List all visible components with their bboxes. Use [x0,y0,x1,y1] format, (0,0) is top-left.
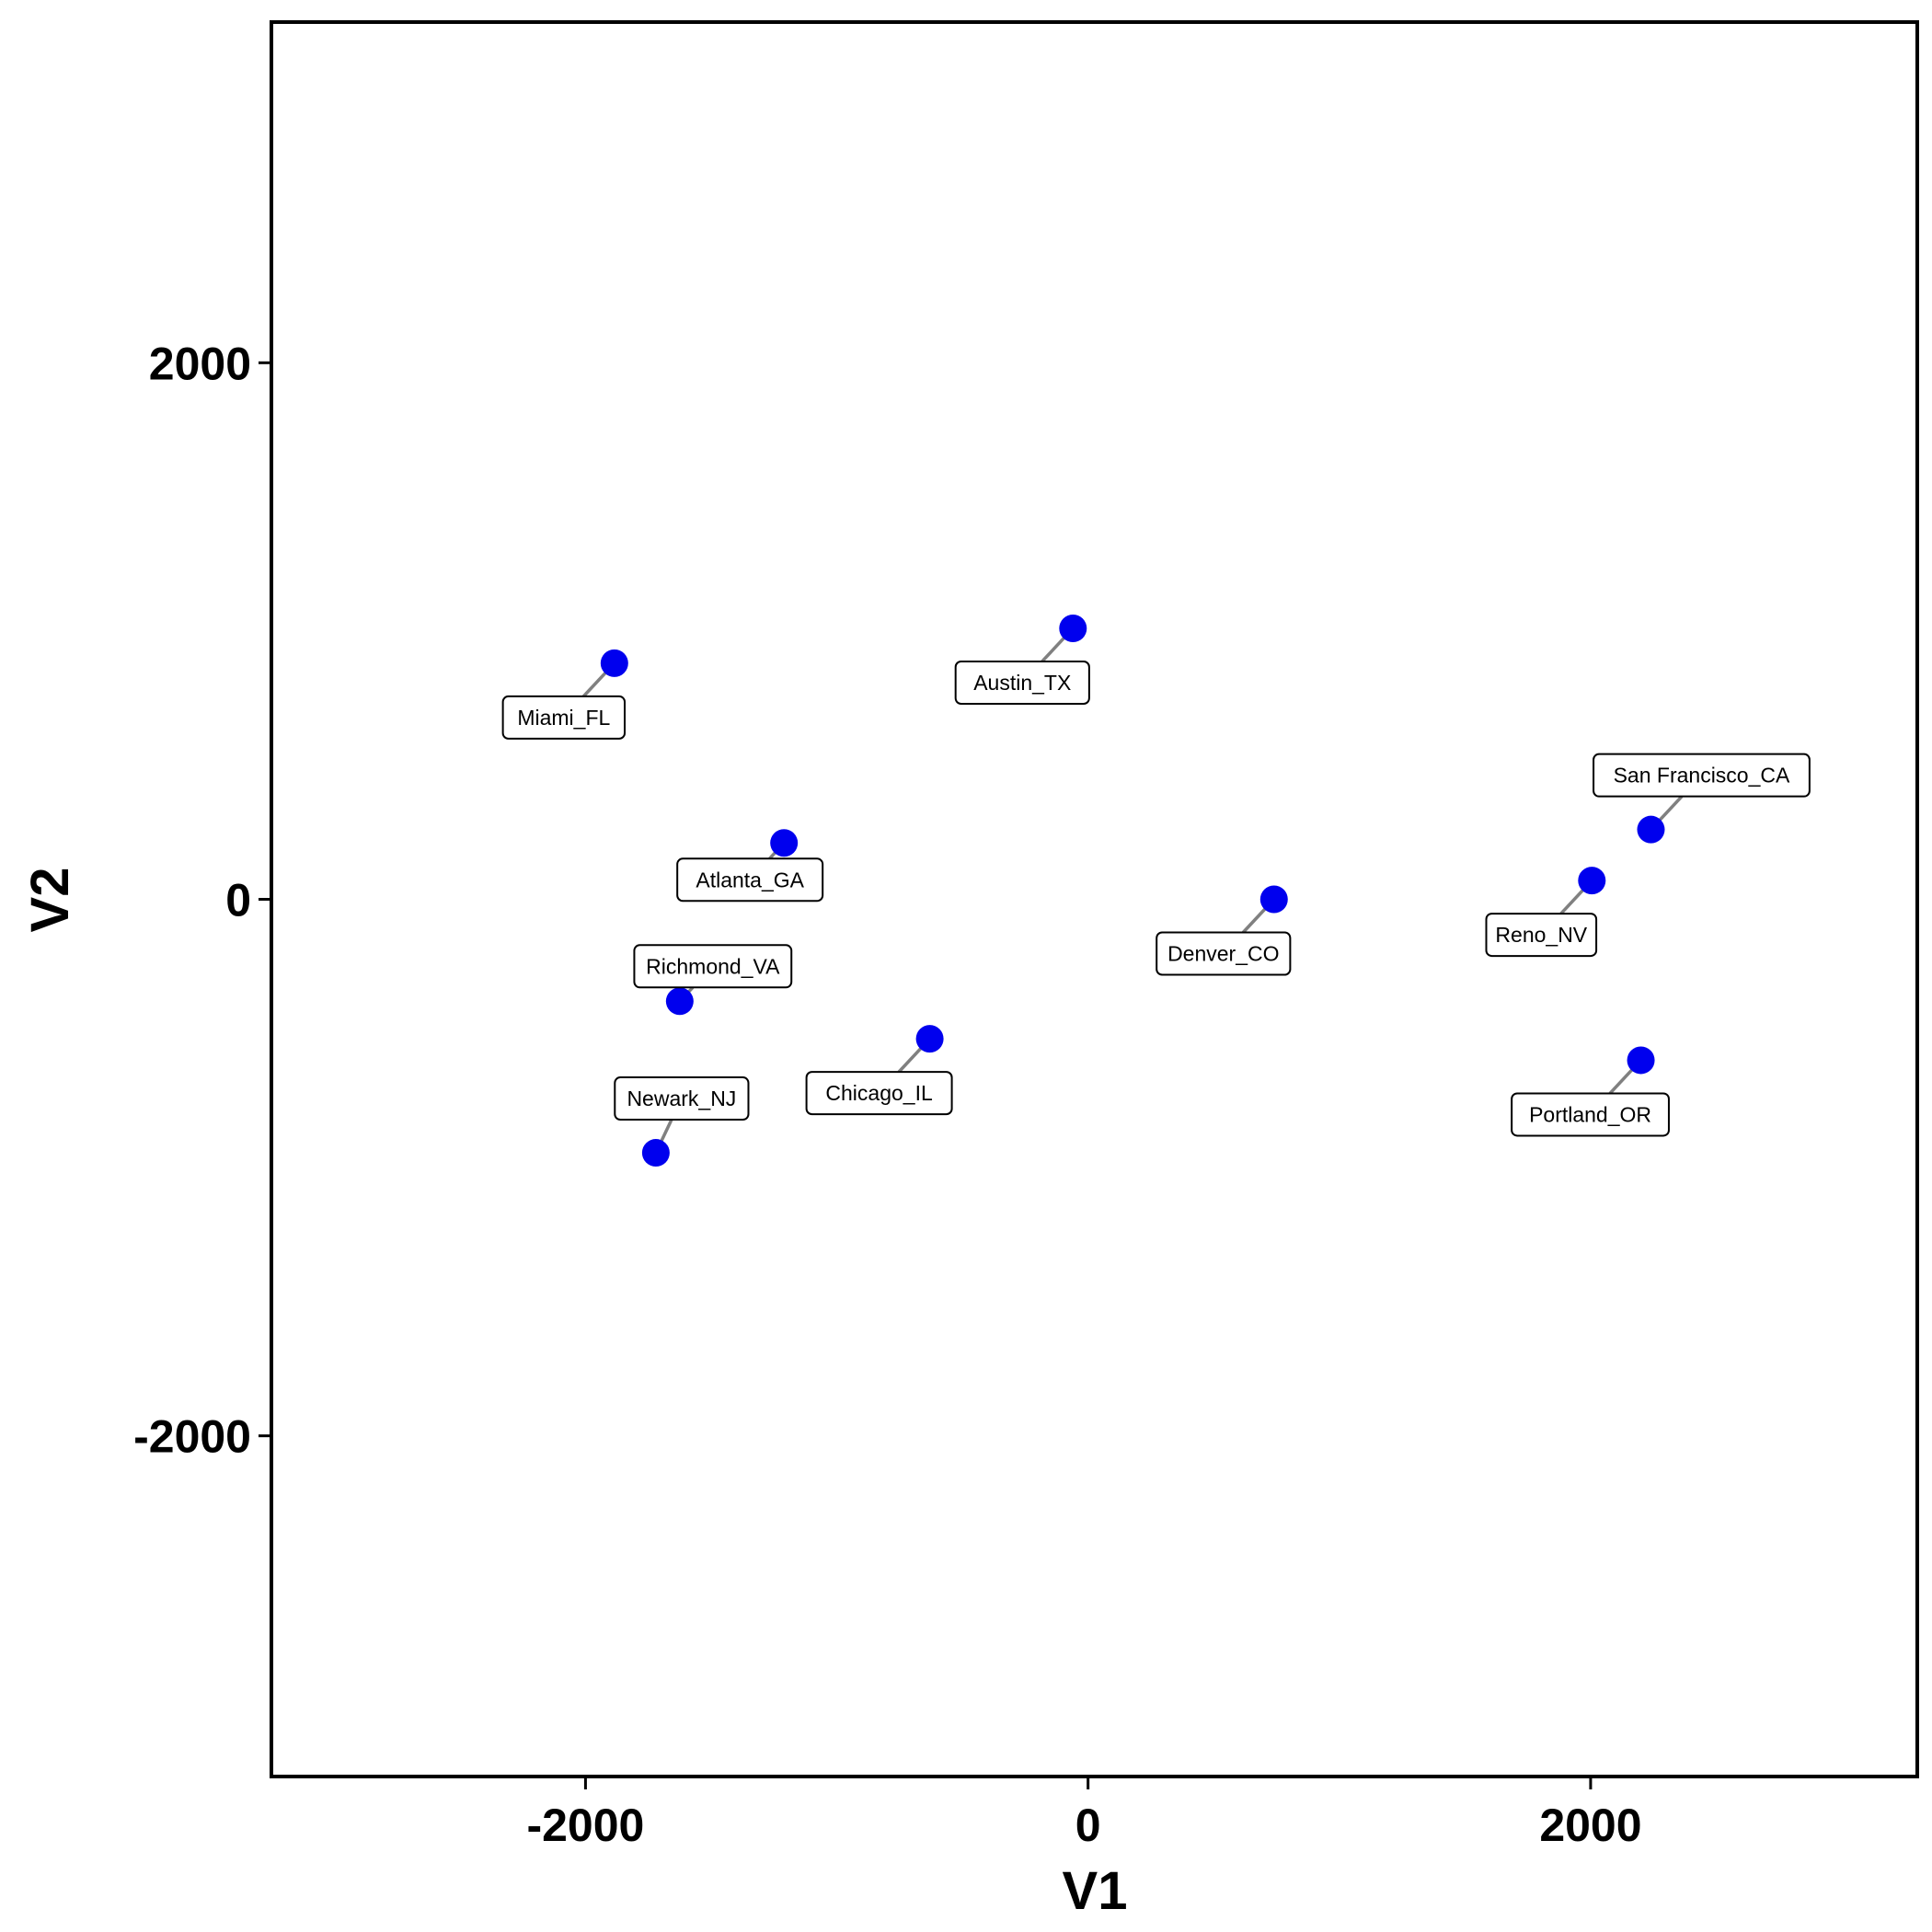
x-axis-title: V1 [1063,1861,1128,1921]
point-label-box [1485,913,1598,958]
point-label-text: Chicago_IL [825,1081,933,1105]
point-label-text: Atlanta_GA [696,868,804,891]
point-label-text: Richmond_VA [646,954,780,978]
point-label: Austin_TX [954,660,1090,705]
point-label-text: Denver_CO [1167,942,1279,966]
point-label: Miami_FL [501,695,627,740]
point-label-box [1511,1092,1670,1137]
point-label-text: Miami_FL [517,706,610,730]
point-label: Richmond_VA [633,944,793,989]
x-tick-label: 2000 [1539,1800,1641,1851]
point-label-text: San Francisco_CA [1614,764,1790,788]
point-label-text: Newark_NJ [627,1087,736,1110]
y-tick-label: -2000 [133,1411,251,1463]
y-tick-label: 0 [225,875,251,926]
point-label-box [501,695,627,740]
data-point [1578,867,1606,895]
data-point [665,987,694,1016]
y-axis-title: V2 [20,868,80,933]
point-labels: Miami_FL Austin_TX Atlanta_GA Richmond_VA Ne… [501,660,1811,1137]
point-label: San Francisco_CA [1593,753,1811,798]
point-label: Denver_CO [1156,931,1292,976]
data-point [1627,1046,1655,1075]
point-label-box [1593,753,1811,798]
point-label-text: Reno_NV [1495,923,1587,947]
point-label: Reno_NV [1485,913,1598,958]
point-label: Atlanta_GA [676,857,824,903]
point-label-box [614,1076,750,1121]
y-tick-label: 2000 [149,338,251,389]
data-point [770,829,799,857]
data-points [600,614,1665,1167]
data-point [600,649,628,677]
point-label-box [805,1071,953,1116]
data-point [1059,614,1087,642]
data-point [641,1139,670,1167]
point-label-text: Austin_TX [973,671,1071,695]
point-label: Newark_NJ [614,1076,750,1121]
data-point [1637,815,1665,844]
point-label-box [633,944,793,989]
point-label: Portland_OR [1511,1092,1670,1137]
data-point [915,1025,944,1053]
data-point [1259,885,1288,914]
point-label-box [676,857,824,903]
point-label-box [954,660,1090,705]
point-label-box [1156,931,1292,976]
y-axis: 2000 0 -2000 [133,338,271,1463]
x-tick-label: 0 [1075,1800,1101,1851]
plot-panel [270,20,1919,1778]
x-tick-label: -2000 [526,1800,644,1851]
x-axis: -2000 0 2000 [526,1777,1642,1851]
point-label: Chicago_IL [805,1071,953,1116]
point-label-text: Portland_OR [1529,1102,1651,1126]
